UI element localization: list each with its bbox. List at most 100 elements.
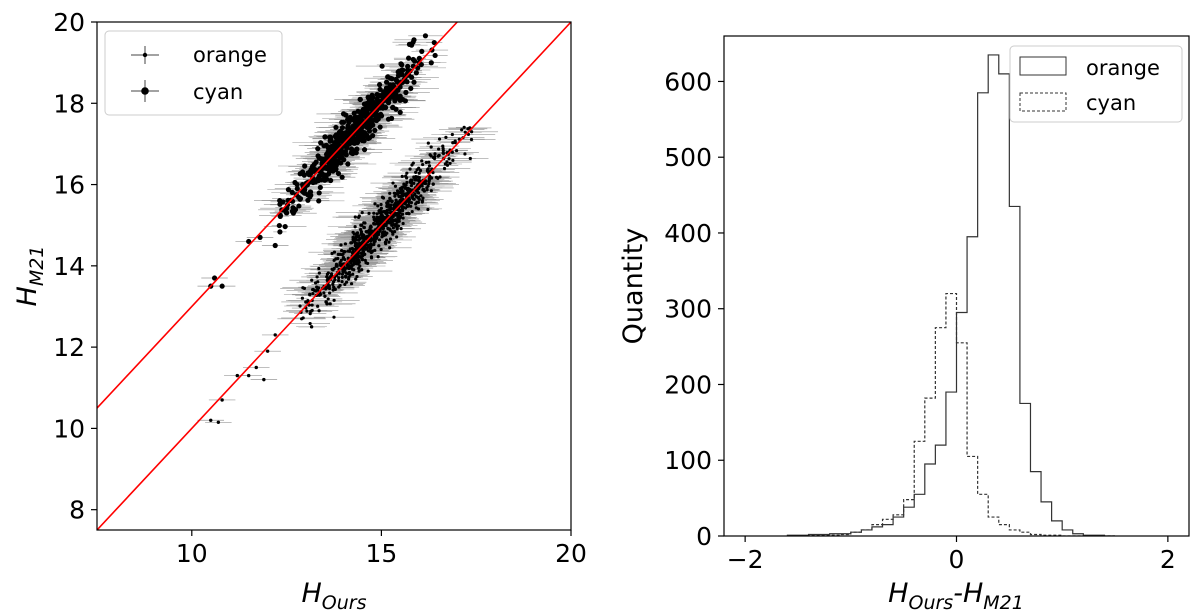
data-point [444, 135, 448, 139]
histogram-step-orange [786, 54, 1116, 536]
data-point [362, 225, 366, 229]
data-point [450, 150, 454, 154]
data-point [375, 212, 379, 216]
data-point [339, 174, 345, 180]
data-point [272, 242, 278, 249]
data-point [339, 243, 343, 247]
data-point [372, 237, 377, 241]
data-point [411, 37, 417, 43]
data-point [322, 177, 328, 183]
data-point [388, 196, 392, 200]
data-point [352, 258, 356, 262]
data-point [391, 232, 395, 236]
data-point [315, 146, 321, 152]
data-point [330, 251, 334, 256]
data-point [344, 271, 348, 275]
data-point [393, 230, 397, 234]
data-point [417, 175, 422, 180]
data-point [318, 140, 324, 146]
data-point [401, 221, 405, 226]
data-point [282, 223, 288, 230]
data-point [220, 398, 224, 402]
data-point [335, 170, 342, 177]
data-point [403, 89, 409, 96]
data-point [310, 325, 314, 329]
data-point [312, 179, 319, 185]
data-point [277, 229, 283, 235]
data-point [397, 93, 403, 99]
data-point [424, 179, 428, 183]
y-tick-label: 10 [53, 414, 85, 443]
data-point [399, 71, 405, 77]
data-point [387, 240, 391, 244]
data-point [328, 291, 332, 295]
data-point [340, 272, 345, 276]
data-point [330, 274, 334, 278]
scatter-x-axis: 10 15 20 [176, 530, 587, 568]
data-point [385, 208, 389, 212]
histogram-y-axis-label: Quantity [618, 228, 649, 345]
legend-label-orange: orange [193, 43, 267, 67]
data-point [348, 150, 354, 156]
data-point [351, 110, 357, 116]
data-point [413, 175, 418, 179]
data-point [352, 114, 358, 120]
data-point [351, 235, 355, 240]
data-point [431, 39, 437, 46]
data-point [360, 258, 365, 262]
data-point [358, 112, 365, 118]
y-tick-label: 300 [664, 295, 712, 324]
data-point [345, 161, 351, 167]
data-point [332, 298, 336, 302]
data-point [310, 303, 314, 307]
data-point [277, 201, 283, 207]
data-point [364, 124, 370, 130]
data-point [353, 225, 357, 229]
data-point [337, 278, 341, 283]
data-point [379, 63, 385, 69]
data-point [341, 270, 345, 274]
data-point [360, 223, 364, 227]
data-point [372, 211, 376, 215]
data-point [417, 197, 421, 202]
data-point [347, 270, 352, 275]
data-point [343, 130, 349, 136]
data-point [336, 256, 340, 261]
data-point [383, 215, 387, 220]
data-point [409, 183, 414, 188]
data-point [374, 116, 380, 122]
y-tick-label: 500 [664, 143, 712, 172]
data-point [407, 200, 411, 204]
data-point [317, 309, 321, 313]
data-point [377, 113, 384, 119]
x-tick-label: −2 [727, 545, 764, 574]
data-point [343, 250, 347, 254]
data-point [420, 200, 424, 204]
data-point [357, 260, 361, 264]
data-point [390, 82, 396, 88]
data-point [385, 202, 389, 207]
data-point [401, 216, 405, 220]
data-point [416, 55, 422, 61]
data-point [381, 196, 386, 200]
histogram-series [786, 54, 1116, 536]
data-point [339, 248, 344, 253]
data-point [317, 266, 321, 271]
data-point [348, 273, 352, 277]
y-tick-label: 18 [53, 89, 85, 118]
legend-marker-cyan [141, 87, 149, 95]
data-point [405, 67, 411, 73]
data-point [358, 121, 364, 127]
data-point [405, 171, 409, 175]
data-point [337, 276, 341, 280]
data-point [340, 280, 344, 284]
data-point [373, 248, 377, 252]
y-tick-label: 0 [696, 522, 712, 551]
data-point [388, 115, 395, 121]
data-point [357, 134, 363, 141]
data-point [343, 152, 349, 158]
data-point [389, 219, 393, 223]
data-point [349, 241, 353, 245]
data-point [345, 116, 351, 123]
histogram-step-cyan [787, 292, 1116, 536]
